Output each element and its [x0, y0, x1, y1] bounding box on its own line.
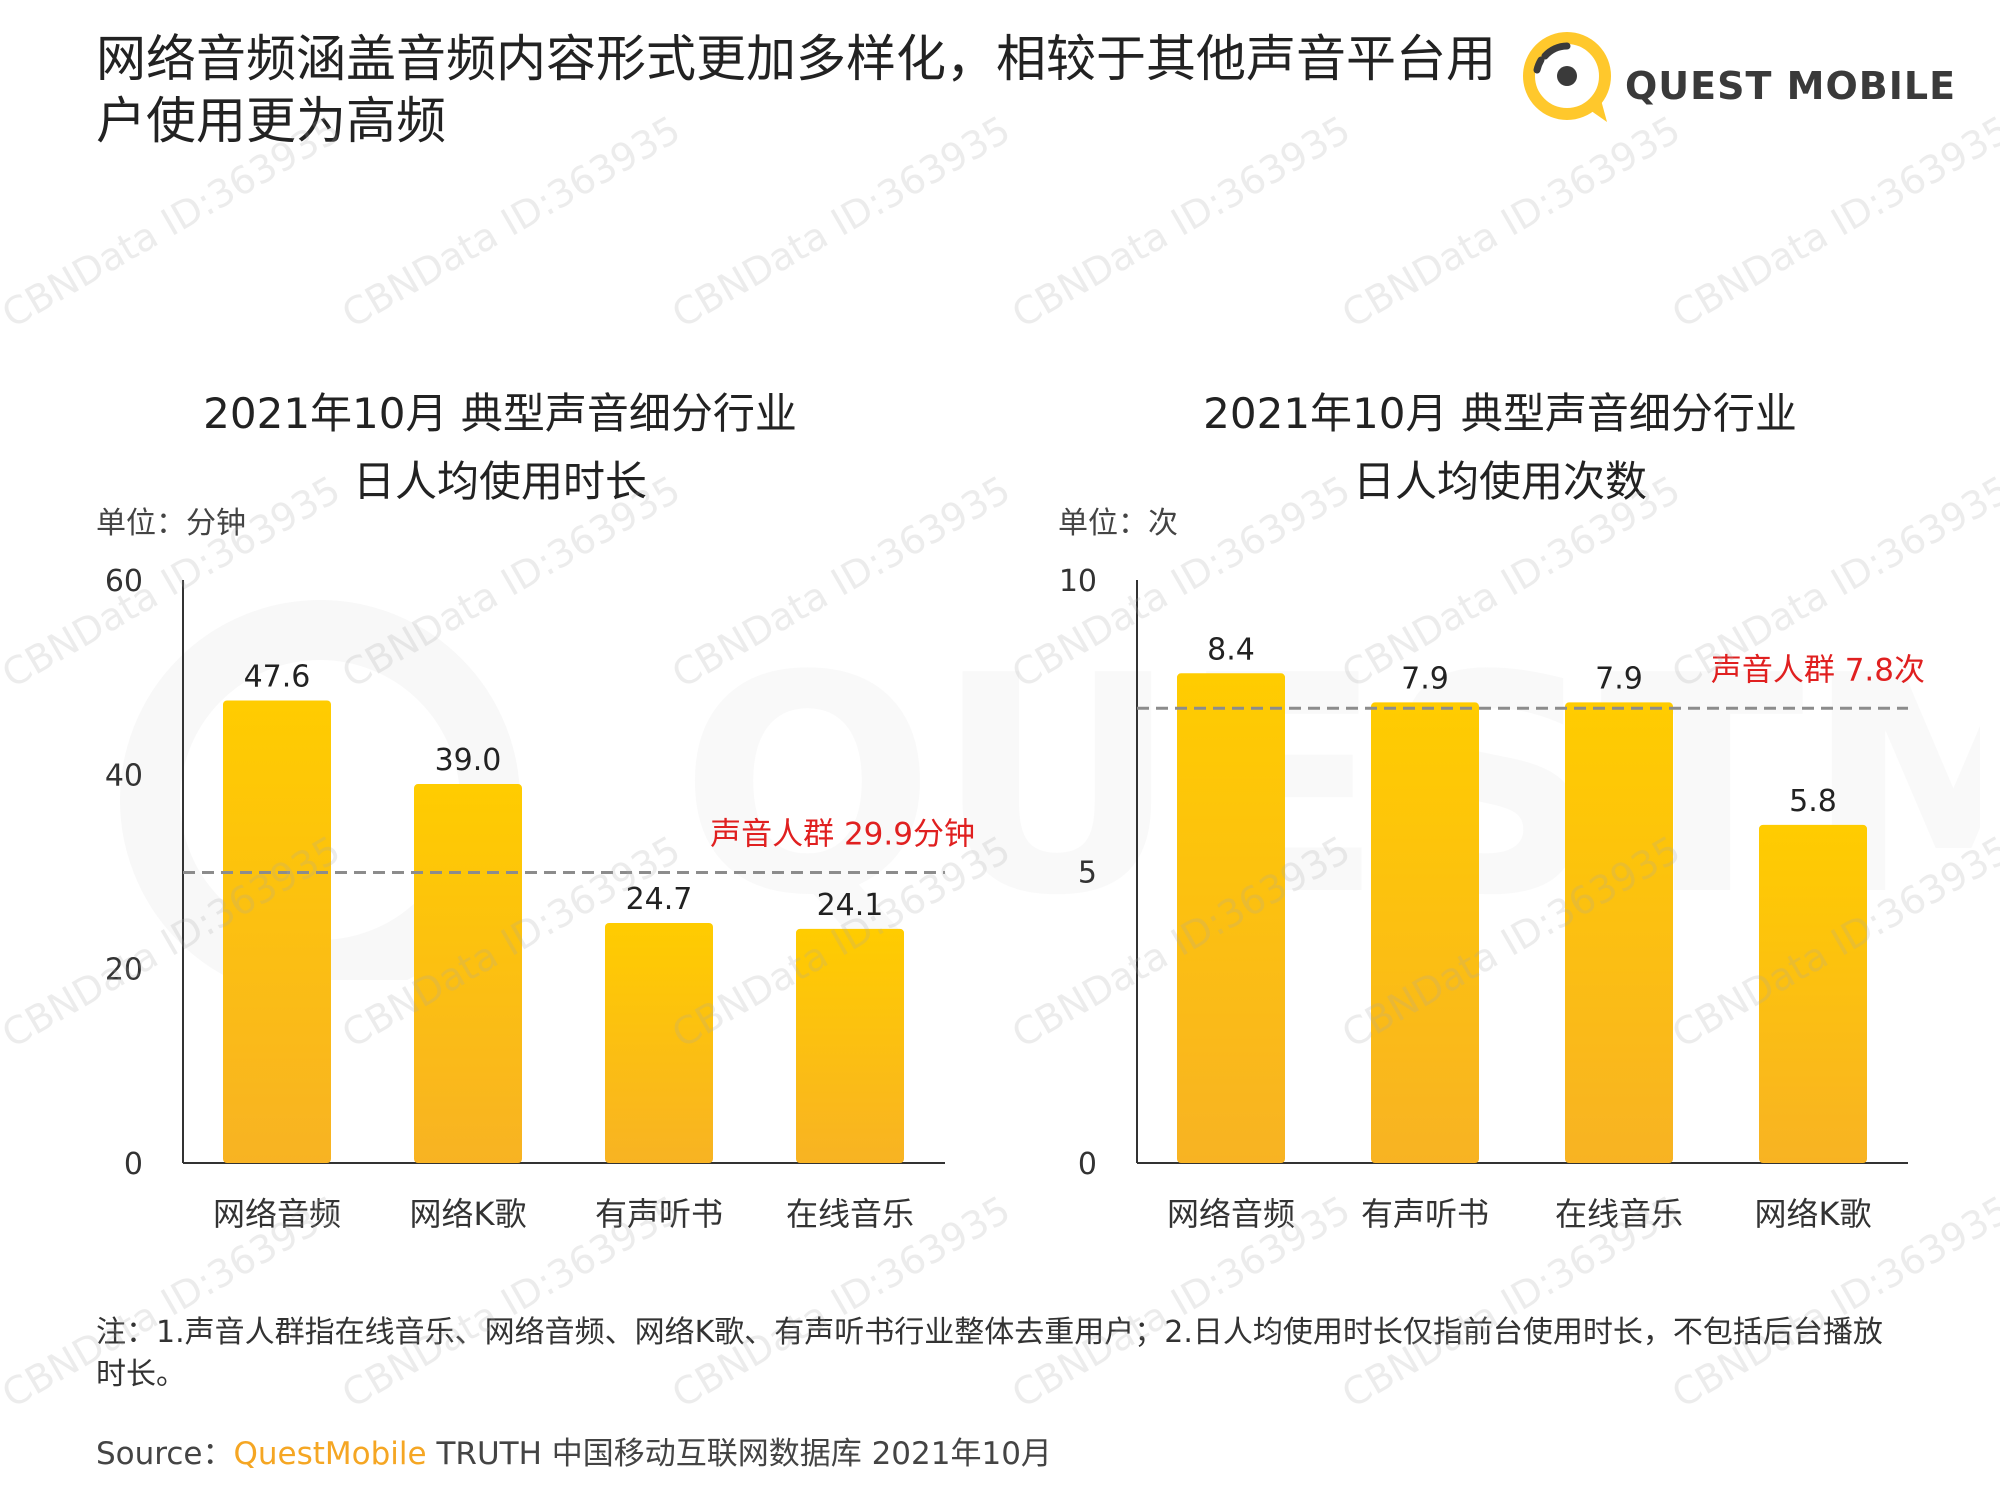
category-label: 网络K歌: [410, 1195, 527, 1233]
category-label: 在线音乐: [1555, 1195, 1683, 1233]
bar-value-label: 39.0: [435, 743, 502, 778]
source-rest: TRUTH 中国移动互联网数据库 2021年10月: [426, 1436, 1052, 1472]
y-tick-label: 20: [105, 953, 143, 988]
bar-value-label: 7.9: [1401, 661, 1449, 696]
category-label: 网络K歌: [1755, 1195, 1872, 1233]
logo-icon: [1523, 32, 1611, 122]
bar-value-label: 24.7: [626, 882, 693, 917]
left-bar-chart: 0 20 40 60 47.6 网络音频 39.0 网络K歌 24.7 有声听书 24.1 在线音乐 声…: [105, 564, 975, 1233]
right-chart-unit: 单位：次: [1058, 506, 1178, 541]
source-line: Source：QuestMobile TRUTH 中国移动互联网数据库 2021…: [96, 1428, 1052, 1473]
right-chart-title-line1: 2021年10月 典型声音细分行业: [1203, 389, 1797, 438]
bar: [1759, 824, 1867, 1163]
category-label: 网络音频: [1167, 1195, 1295, 1233]
y-tick-label: 0: [1078, 1147, 1097, 1182]
bar-value-label: 7.9: [1595, 661, 1643, 696]
left-chart-title-line2: 日人均使用时长: [352, 457, 647, 506]
y-tick-label: 5: [1078, 856, 1097, 891]
category-label: 在线音乐: [786, 1195, 914, 1233]
bar-value-label: 47.6: [244, 659, 311, 694]
y-tick-label: 0: [124, 1147, 143, 1182]
footnote: 注：1.声音人群指在线音乐、网络音频、网络K歌、有声听书行业整体去重用户；2.日…: [96, 1315, 1883, 1392]
category-label: 网络音频: [213, 1195, 341, 1233]
bar: [1565, 702, 1673, 1163]
y-tick-label: 10: [1059, 564, 1097, 599]
bar: [796, 928, 904, 1163]
reference-label: 声音人群 7.8次: [1711, 652, 1925, 688]
bar: [1371, 702, 1479, 1163]
logo-text: QUEST MOBILE: [1625, 64, 1957, 108]
bar-value-label: 5.8: [1789, 784, 1837, 819]
category-label: 有声听书: [595, 1195, 723, 1233]
left-chart-title-line1: 2021年10月 典型声音细分行业: [203, 389, 797, 438]
right-chart-title: 2021年10月 典型声音细分行业 日人均使用次数: [1150, 380, 1850, 516]
left-chart-title: 2021年10月 典型声音细分行业 日人均使用时长: [150, 380, 850, 516]
bar: [1177, 673, 1285, 1163]
source-brand: QuestMobile: [233, 1436, 427, 1472]
bar-value-label: 24.1: [817, 888, 884, 923]
left-chart-unit: 单位：分钟: [96, 506, 246, 541]
bar: [605, 922, 713, 1163]
right-chart-title-line2: 日人均使用次数: [1352, 457, 1647, 506]
questmobile-logo: QUEST MOBILE: [1515, 22, 1955, 132]
right-bar-chart: 0 5 10 8.4 网络音频 7.9 有声听书 7.9 在线音乐 5.8 网络K歌 声音人群 7.8…: [1059, 564, 1925, 1233]
page-title: 网络音频涵盖音频内容形式更加多样化，相较于其他声音平台用户使用更为高频: [96, 30, 1496, 150]
y-tick-label: 40: [105, 758, 143, 793]
source-label: Source：: [96, 1436, 234, 1472]
bar-value-label: 8.4: [1207, 632, 1255, 667]
y-tick-label: 60: [105, 564, 143, 599]
reference-label: 声音人群 29.9分钟: [710, 816, 975, 852]
bar: [223, 700, 331, 1163]
category-label: 有声听书: [1361, 1195, 1489, 1233]
bar: [414, 784, 522, 1163]
